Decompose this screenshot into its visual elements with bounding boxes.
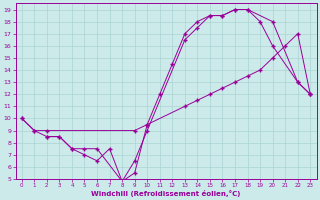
X-axis label: Windchill (Refroidissement éolien,°C): Windchill (Refroidissement éolien,°C) bbox=[91, 190, 241, 197]
